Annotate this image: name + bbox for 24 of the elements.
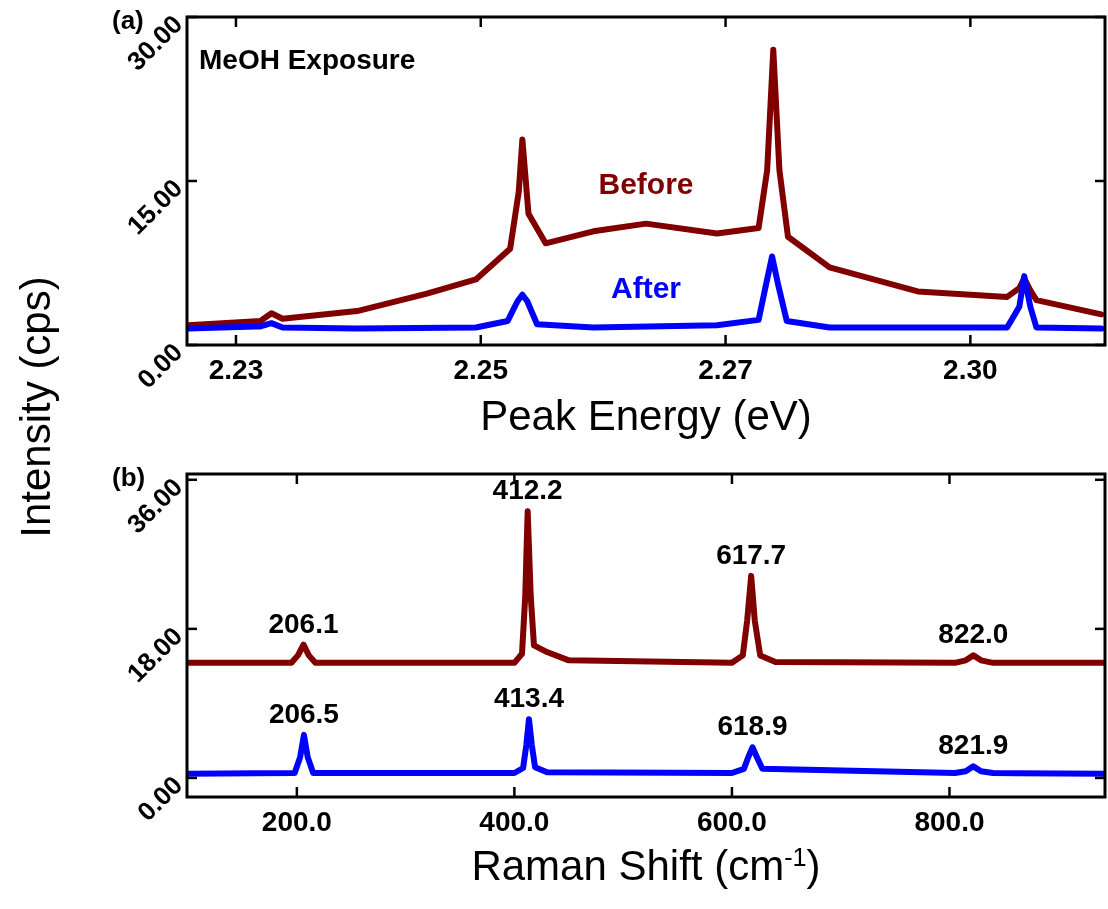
x-tick-label: 800.0: [914, 806, 985, 837]
x-tick-label: 200.0: [261, 806, 332, 837]
y-tick-label: 0.00: [131, 769, 189, 827]
annotation: 206.1: [268, 607, 339, 639]
annotation: 618.9: [717, 710, 788, 742]
annotation: 821.9: [938, 729, 1009, 761]
annotation: 412.2: [492, 474, 563, 506]
annotation: MeOH Exposure: [199, 44, 416, 75]
y-tick-label: 0.00: [131, 336, 189, 394]
series-label: After: [610, 270, 682, 304]
annotation: 206.5: [268, 697, 339, 729]
x-tick-label: 600.0: [696, 806, 767, 837]
x-tick-label: 2.23: [208, 354, 264, 385]
y-axis-title: Intensity (cps): [12, 276, 59, 538]
series-label: Before: [598, 166, 694, 200]
annotation: 617.7: [716, 538, 787, 570]
x-tick-label: 2.27: [698, 354, 753, 385]
x-axis-title: Peak Energy (eV): [480, 392, 812, 439]
x-axis-title: Raman Shift (cm$^{-1}$): [471, 842, 821, 889]
x-tick-label: 2.30: [943, 354, 998, 385]
annotation: 822.0: [938, 618, 1009, 650]
x-tick-label: 400.0: [479, 806, 550, 837]
annotation: 413.4: [493, 682, 565, 714]
x-tick-label: 2.25: [453, 354, 509, 385]
